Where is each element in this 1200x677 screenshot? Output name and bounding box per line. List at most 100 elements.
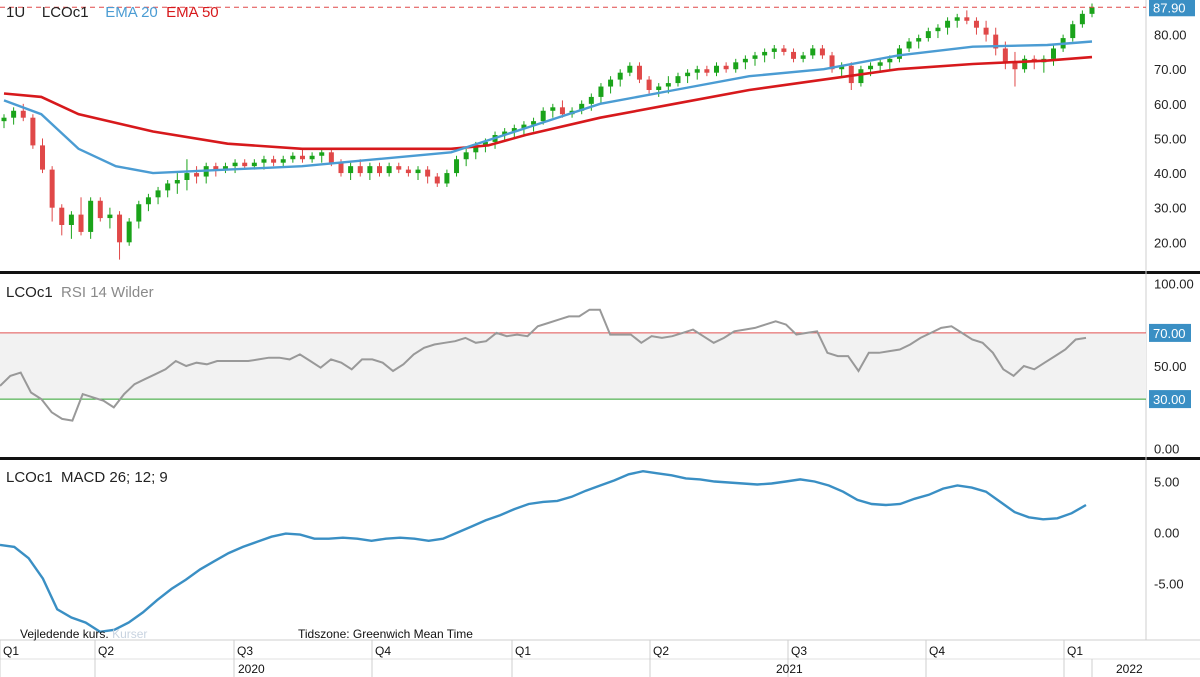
candle[interactable] [945, 17, 951, 35]
candle[interactable] [935, 24, 941, 39]
candle[interactable] [30, 114, 36, 149]
candle[interactable] [165, 180, 171, 198]
candle[interactable] [357, 159, 363, 177]
candle[interactable] [59, 204, 65, 236]
candle[interactable] [877, 58, 883, 73]
candle[interactable] [810, 45, 816, 59]
candle[interactable] [800, 51, 806, 63]
candle[interactable] [598, 83, 604, 104]
candle[interactable] [1012, 51, 1018, 87]
ema20-label[interactable]: EMA 20 [105, 4, 158, 21]
candle[interactable] [819, 45, 825, 59]
candle[interactable] [107, 207, 113, 229]
candle[interactable] [299, 148, 305, 163]
candle[interactable] [1079, 10, 1085, 28]
candle[interactable] [49, 166, 55, 222]
candle[interactable] [685, 69, 691, 84]
candle[interactable] [1041, 55, 1047, 73]
candle[interactable] [222, 162, 228, 174]
candle[interactable] [40, 138, 46, 174]
candle[interactable] [762, 48, 768, 63]
candle[interactable] [78, 197, 84, 236]
candle[interactable] [983, 20, 989, 42]
candle[interactable] [954, 13, 960, 28]
candle[interactable] [11, 107, 17, 125]
candle[interactable] [713, 62, 719, 77]
candle[interactable] [117, 211, 123, 260]
macd-indicator-label[interactable]: MACD 26; 12; 9 [61, 469, 168, 486]
candle[interactable] [627, 62, 633, 77]
candle[interactable] [1089, 3, 1095, 18]
candle[interactable] [646, 76, 652, 94]
candle[interactable] [858, 65, 864, 87]
candle[interactable] [675, 72, 681, 87]
candle[interactable] [194, 166, 200, 184]
candle[interactable] [1050, 45, 1056, 66]
candle[interactable] [184, 159, 190, 191]
candle[interactable] [733, 58, 739, 73]
candle[interactable] [925, 27, 931, 42]
ema50-label[interactable]: EMA 50 [166, 4, 219, 21]
candle[interactable] [742, 55, 748, 70]
candle[interactable] [444, 169, 450, 187]
candle[interactable] [203, 162, 209, 184]
candle[interactable] [280, 155, 286, 167]
candle[interactable] [68, 211, 74, 239]
candle[interactable] [290, 152, 296, 163]
candle[interactable] [550, 103, 556, 118]
candle[interactable] [348, 162, 354, 180]
candle[interactable] [97, 197, 103, 222]
candle[interactable] [386, 162, 392, 177]
candle[interactable] [723, 62, 729, 73]
candle[interactable] [559, 100, 565, 118]
candle[interactable] [415, 166, 421, 180]
candle[interactable] [1, 114, 7, 129]
candle[interactable] [704, 65, 710, 77]
candle[interactable] [829, 51, 835, 73]
candle[interactable] [694, 65, 700, 80]
macd-symbol-label[interactable]: LCOc1 [6, 469, 53, 486]
candle[interactable] [434, 173, 440, 187]
candle[interactable] [906, 38, 912, 52]
candle[interactable] [88, 197, 94, 239]
candle[interactable] [136, 200, 142, 229]
candle[interactable] [126, 218, 132, 246]
candle[interactable] [232, 159, 238, 174]
candle[interactable] [771, 45, 777, 59]
candle[interactable] [579, 100, 585, 115]
rsi-indicator-label[interactable]: RSI 14 Wilder [61, 284, 154, 301]
candle[interactable] [405, 166, 411, 177]
candle[interactable] [752, 51, 758, 66]
candle[interactable] [656, 83, 662, 97]
candle[interactable] [454, 155, 460, 177]
candle[interactable] [174, 173, 180, 194]
candle[interactable] [608, 76, 614, 94]
candle[interactable] [636, 62, 642, 84]
candle[interactable] [463, 148, 469, 167]
candle[interactable] [396, 162, 402, 174]
symbol-label[interactable]: LCOc1 [41, 4, 89, 21]
candle[interactable] [145, 193, 151, 212]
candle[interactable] [425, 166, 431, 184]
candle[interactable] [617, 69, 623, 87]
candle[interactable] [492, 131, 498, 149]
candle[interactable] [309, 152, 315, 163]
candle[interactable] [839, 62, 845, 77]
timeframe-label[interactable]: 1U [6, 4, 26, 21]
candle[interactable] [271, 155, 277, 167]
candle[interactable] [791, 48, 797, 63]
candle[interactable] [377, 162, 383, 177]
candle[interactable] [367, 162, 373, 180]
candle[interactable] [916, 34, 922, 49]
candle[interactable] [896, 45, 902, 63]
candle[interactable] [1070, 20, 1076, 42]
candle[interactable] [155, 186, 161, 205]
candle[interactable] [781, 45, 787, 56]
candle[interactable] [1022, 55, 1028, 73]
rsi-symbol-label[interactable]: LCOc1 [6, 284, 53, 301]
candle[interactable] [964, 10, 970, 25]
candle[interactable] [993, 27, 999, 56]
candle[interactable] [319, 148, 325, 163]
candle[interactable] [973, 17, 979, 35]
